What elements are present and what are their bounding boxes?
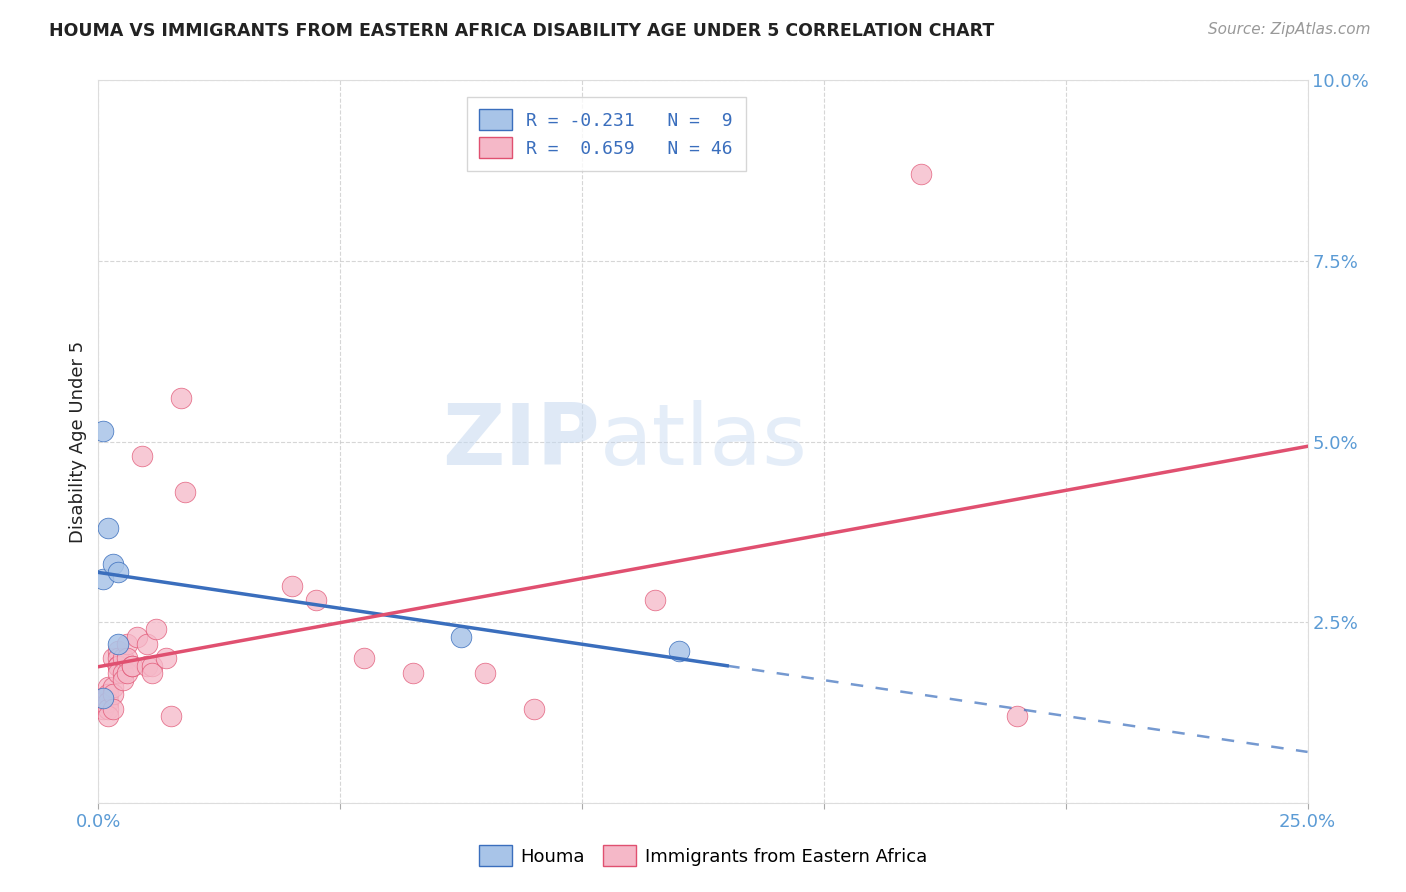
Point [160,709,183,723]
Point [91,695,114,709]
Point [910,167,932,181]
Point [111,665,134,680]
Point [668,644,690,658]
Point [97,521,120,535]
Point [135,637,157,651]
Point [135,658,157,673]
Point [402,665,425,680]
Point [107,565,129,579]
Point [117,651,139,665]
Point [97,680,120,694]
Point [169,391,191,405]
Point [474,665,496,680]
Text: ZIP: ZIP [443,400,600,483]
Text: Source: ZipAtlas.com: Source: ZipAtlas.com [1208,22,1371,37]
Point [305,593,328,607]
Point [1007,709,1029,723]
Point [145,623,167,637]
Point [97,695,120,709]
Point [91,691,114,706]
Point [121,658,143,673]
Point [91,691,114,706]
Point [141,658,163,673]
Legend: Houma, Immigrants from Eastern Africa: Houma, Immigrants from Eastern Africa [472,838,934,873]
Text: atlas: atlas [600,400,808,483]
Point [91,702,114,716]
Point [121,658,143,673]
Point [91,572,114,586]
Point [97,702,120,716]
Point [101,651,124,665]
Point [107,637,129,651]
Point [117,637,139,651]
Point [107,651,129,665]
Point [174,485,197,500]
Point [111,651,134,665]
Point [281,579,304,593]
Point [101,702,124,716]
Point [107,665,129,680]
Point [155,651,177,665]
Point [107,658,129,673]
Point [117,665,139,680]
Point [353,651,375,665]
Point [131,449,153,463]
Y-axis label: Disability Age Under 5: Disability Age Under 5 [69,341,87,542]
Point [450,630,472,644]
Point [111,673,134,687]
Point [97,709,120,723]
Point [127,630,149,644]
Point [97,687,120,701]
Point [101,680,124,694]
Text: HOUMA VS IMMIGRANTS FROM EASTERN AFRICA DISABILITY AGE UNDER 5 CORRELATION CHART: HOUMA VS IMMIGRANTS FROM EASTERN AFRICA … [49,22,994,40]
Point [141,665,163,680]
Point [644,593,666,607]
Point [101,687,124,701]
Point [91,691,114,706]
Point [523,702,546,716]
Point [107,658,129,673]
Point [101,558,124,572]
Point [107,644,129,658]
Point [91,424,114,438]
